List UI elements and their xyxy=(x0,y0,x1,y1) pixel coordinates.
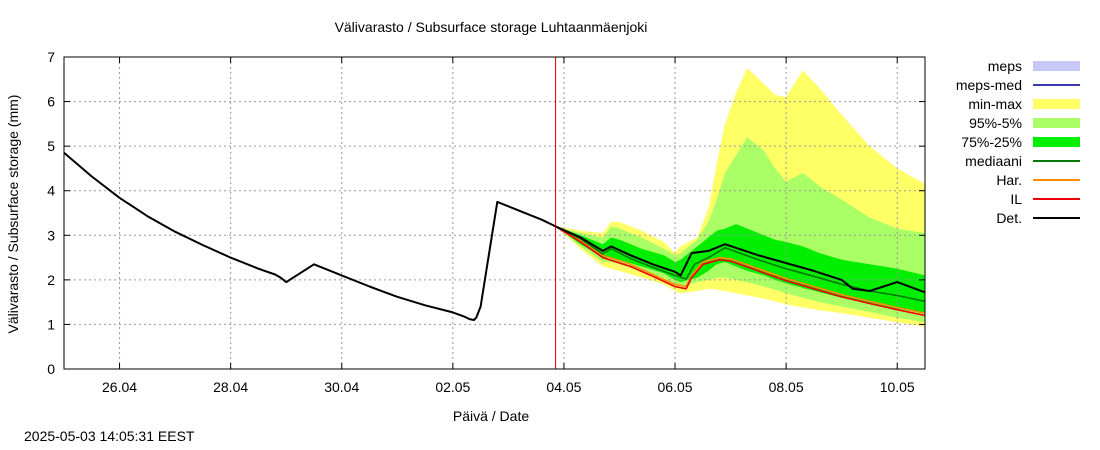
legend-label: 75%-25% xyxy=(961,134,1022,150)
x-tick-label: 26.04 xyxy=(102,379,137,395)
y-tick-label: 7 xyxy=(47,49,55,65)
legend-swatch-min-max xyxy=(1033,99,1080,109)
x-tick-label: 28.04 xyxy=(213,379,248,395)
x-tick-label: 10.05 xyxy=(880,379,915,395)
series-mediaani xyxy=(555,225,926,303)
band-75-25- xyxy=(555,224,925,314)
legend-label: mediaani xyxy=(965,153,1022,169)
y-tick-label: 2 xyxy=(47,272,55,288)
timestamp: 2025-05-03 14:05:31 EEST xyxy=(24,428,195,444)
series-har xyxy=(555,225,926,315)
y-tick-label: 5 xyxy=(47,138,55,154)
legend-label: Det. xyxy=(996,210,1022,226)
x-tick-label: 30.04 xyxy=(324,379,359,395)
legend-label: 95%-5% xyxy=(969,115,1022,131)
legend: meps meps-med min-max 95%-5% 75%-25% mediaani… xyxy=(956,58,1080,226)
series-layer xyxy=(63,152,926,321)
y-tick-label: 0 xyxy=(47,361,55,377)
chart-title: Välivarasto / Subsurface storage Luhtaan… xyxy=(335,19,648,35)
legend-swatch-75-25 xyxy=(1033,137,1080,147)
y-tick-label: 6 xyxy=(47,94,55,110)
ticks-layer: 0 1 2 3 4 5 6 7 26.04 28.04 30.04 02.05 04.05 06.05 08… xyxy=(47,49,925,395)
legend-label: meps-med xyxy=(956,77,1022,93)
x-tick-label: 06.05 xyxy=(658,379,693,395)
series-det xyxy=(63,152,926,321)
plot-frame xyxy=(63,56,926,370)
x-tick-label: 08.05 xyxy=(769,379,804,395)
legend-label: IL xyxy=(1010,191,1022,207)
y-axis-label: Välivarasto / Subsurface storage (mm) xyxy=(5,95,21,334)
x-tick-label: 02.05 xyxy=(435,379,470,395)
y-tick-label: 3 xyxy=(47,227,55,243)
legend-label: Har. xyxy=(996,172,1022,188)
bands-layer xyxy=(555,68,925,327)
series-il xyxy=(555,225,926,317)
legend-swatch-95-5 xyxy=(1033,118,1080,128)
legend-label: min-max xyxy=(968,96,1022,112)
y-tick-label: 4 xyxy=(47,183,55,199)
x-tick-label: 04.05 xyxy=(546,379,581,395)
grid-layer xyxy=(64,57,925,369)
legend-label: meps xyxy=(988,58,1022,74)
y-tick-label: 1 xyxy=(47,316,55,332)
x-axis-label: Päivä / Date xyxy=(453,408,529,424)
legend-swatch-meps xyxy=(1033,61,1080,71)
